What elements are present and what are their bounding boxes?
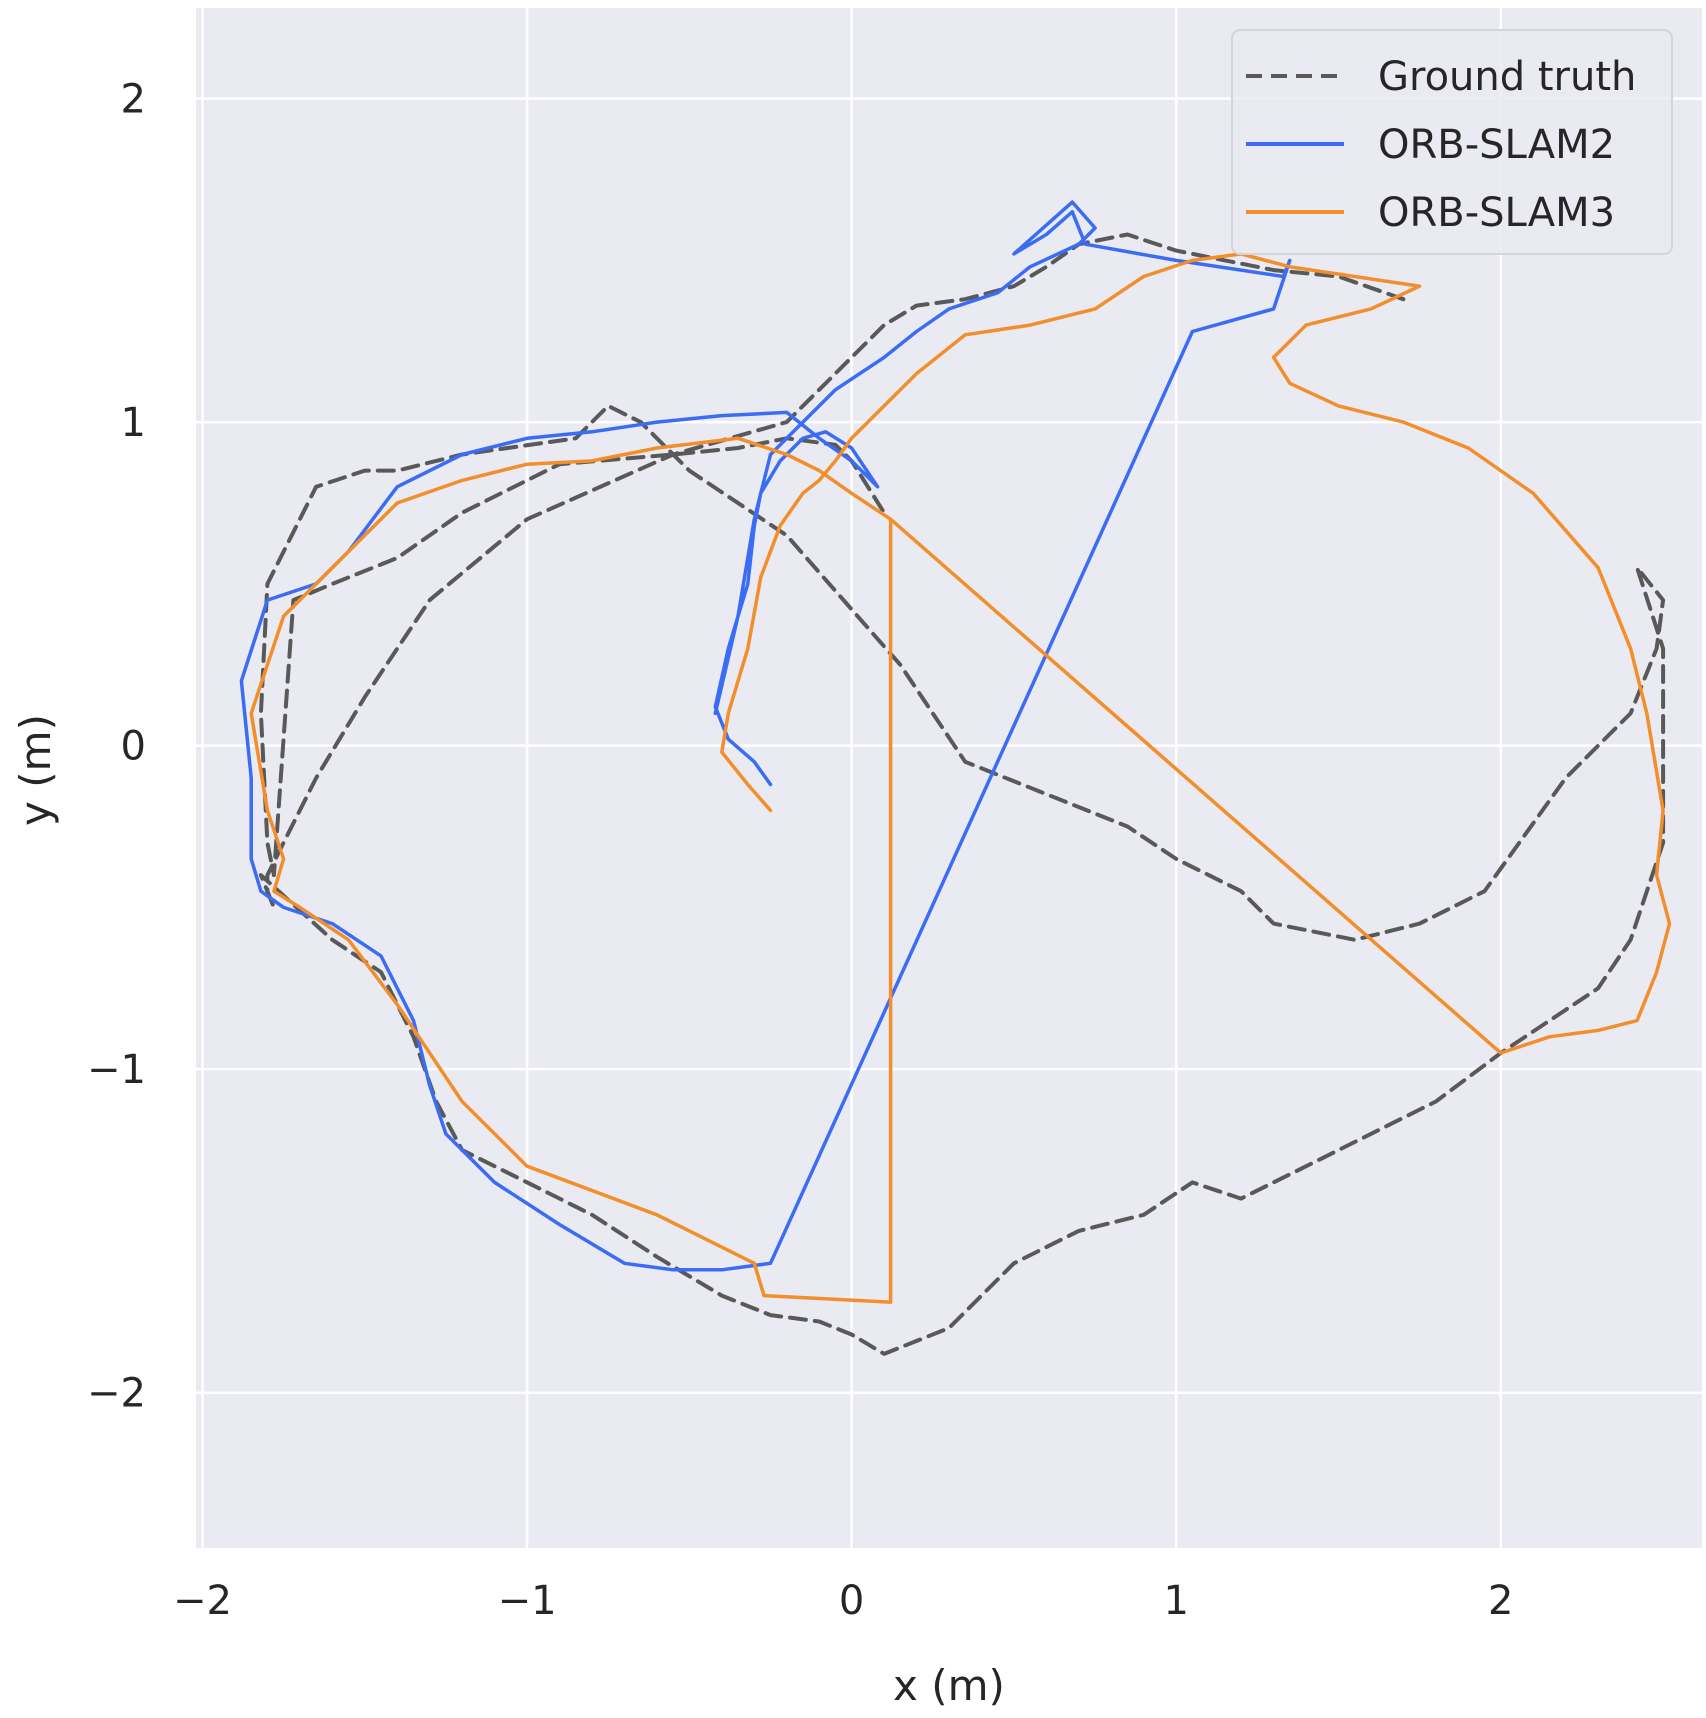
x-tick-label: −2 xyxy=(173,1578,232,1624)
series-line-2 xyxy=(239,200,1292,1272)
x-tick-label: 1 xyxy=(1163,1578,1188,1624)
y-tick-label: −2 xyxy=(87,1371,146,1417)
legend: Ground truth ORB-SLAM2 ORB-SLAM3 xyxy=(1231,29,1673,255)
y-tick-labels: −2 −1 0 1 2 xyxy=(87,77,146,1417)
y-tick-label: −1 xyxy=(87,1047,146,1093)
legend-label: Ground truth xyxy=(1378,54,1636,100)
series-layer xyxy=(239,200,1672,1356)
y-axis-label: y (m) xyxy=(11,714,60,826)
legend-label: ORB-SLAM2 xyxy=(1378,122,1615,168)
x-tick-label: 0 xyxy=(839,1578,864,1624)
x-tick-label: −1 xyxy=(498,1578,557,1624)
plot-area xyxy=(196,8,1702,1548)
legend-frame xyxy=(1231,29,1673,255)
series-line-3 xyxy=(249,252,1672,1304)
y-tick-label: 2 xyxy=(121,77,146,123)
x-tick-label: 2 xyxy=(1488,1578,1513,1624)
x-tick-labels: −2 −1 0 1 2 xyxy=(173,1578,1513,1624)
series-line-1 xyxy=(258,232,1666,1356)
y-tick-label: 1 xyxy=(121,400,146,446)
legend-label: ORB-SLAM3 xyxy=(1378,190,1615,236)
y-tick-label: 0 xyxy=(121,724,146,770)
x-axis-label: x (m) xyxy=(893,1661,1005,1710)
